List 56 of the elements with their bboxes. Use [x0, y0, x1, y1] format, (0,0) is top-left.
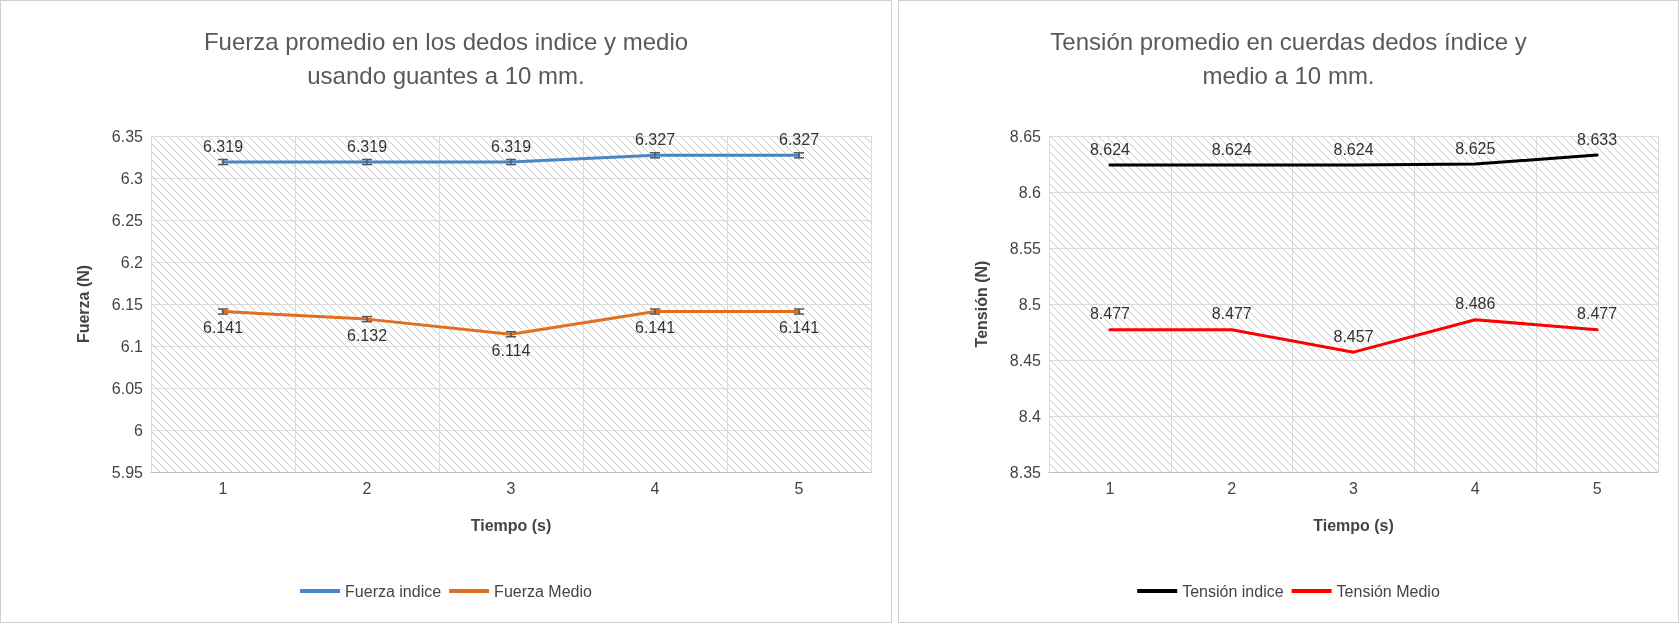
- y-tick-label: 8.55: [1009, 239, 1042, 257]
- data-label: 6.327: [778, 130, 820, 148]
- chart-title: Tensión promedio en cuerdas dedos índice y medio a 10 mm.: [1050, 27, 1527, 89]
- y-tick-label: 8.4: [1018, 407, 1042, 425]
- y-tick-label: 8.5: [1018, 295, 1042, 313]
- y-tick-label: 8.65: [1009, 127, 1042, 145]
- data-label: 6.319: [202, 137, 244, 155]
- y-tick-label: 6.25: [111, 211, 144, 229]
- x-tick-label: 1: [218, 479, 228, 497]
- legend-label: Fuerza indice: [345, 582, 442, 600]
- x-axis-title: Tiempo (s): [1313, 516, 1394, 534]
- data-label: 8.633: [1577, 130, 1618, 148]
- data-label: 8.477: [1577, 305, 1618, 323]
- x-tick-label: 2: [362, 479, 372, 497]
- x-tick-label: 3: [1349, 479, 1359, 497]
- data-label: 6.319: [490, 137, 532, 155]
- data-label: 8.457: [1333, 327, 1374, 345]
- legend-label: Tensión indice: [1182, 582, 1284, 600]
- y-axis-title: Fuerza (N): [74, 264, 92, 344]
- y-tick-label: 8.45: [1009, 351, 1042, 369]
- data-label: 6.141: [634, 319, 676, 337]
- y-tick-label: 8.35: [1009, 463, 1042, 481]
- data-label: 8.625: [1455, 139, 1496, 157]
- y-tick-label: 6.2: [120, 253, 144, 271]
- data-label: 6.141: [778, 319, 820, 337]
- x-tick-label: 4: [1470, 479, 1480, 497]
- y-tick-label: 6.15: [111, 295, 144, 313]
- x-tick-label: 3: [506, 479, 516, 497]
- y-tick-label: 6.05: [111, 379, 144, 397]
- data-label: 6.132: [346, 326, 388, 344]
- legend-label: Fuerza Medio: [494, 582, 593, 600]
- y-tick-label: 6.1: [120, 337, 144, 355]
- x-axis-title: Tiempo (s): [470, 516, 552, 534]
- chart-title: Fuerza promedio en los dedos indice y medio usando guantes a 10 mm.: [203, 27, 689, 89]
- y-tick-label: 6: [134, 421, 144, 439]
- data-label: 6.319: [346, 137, 388, 155]
- y-tick-label: 6.35: [111, 127, 144, 145]
- y-tick-label: 6.3: [120, 169, 144, 187]
- y-axis-title: Tensión (N): [972, 260, 990, 348]
- x-tick-label: 5: [1592, 479, 1602, 497]
- data-label: 8.477: [1089, 305, 1131, 323]
- data-label: 8.624: [1089, 140, 1131, 158]
- x-tick-label: 5: [794, 479, 804, 497]
- data-label: 6.114: [491, 341, 531, 359]
- data-label: 8.477: [1211, 305, 1252, 323]
- x-tick-label: 4: [650, 479, 660, 497]
- x-tick-label: 2: [1227, 479, 1237, 497]
- x-tick-label: 1: [1105, 479, 1115, 497]
- data-label: 6.141: [202, 319, 244, 337]
- data-label: 8.624: [1333, 140, 1374, 158]
- data-label: 6.327: [634, 130, 676, 148]
- y-tick-label: 8.6: [1018, 183, 1042, 201]
- legend-label: Tensión Medio: [1336, 582, 1440, 600]
- data-label: 8.486: [1455, 295, 1496, 313]
- data-label: 8.624: [1211, 140, 1252, 158]
- y-tick-label: 5.95: [111, 463, 144, 481]
